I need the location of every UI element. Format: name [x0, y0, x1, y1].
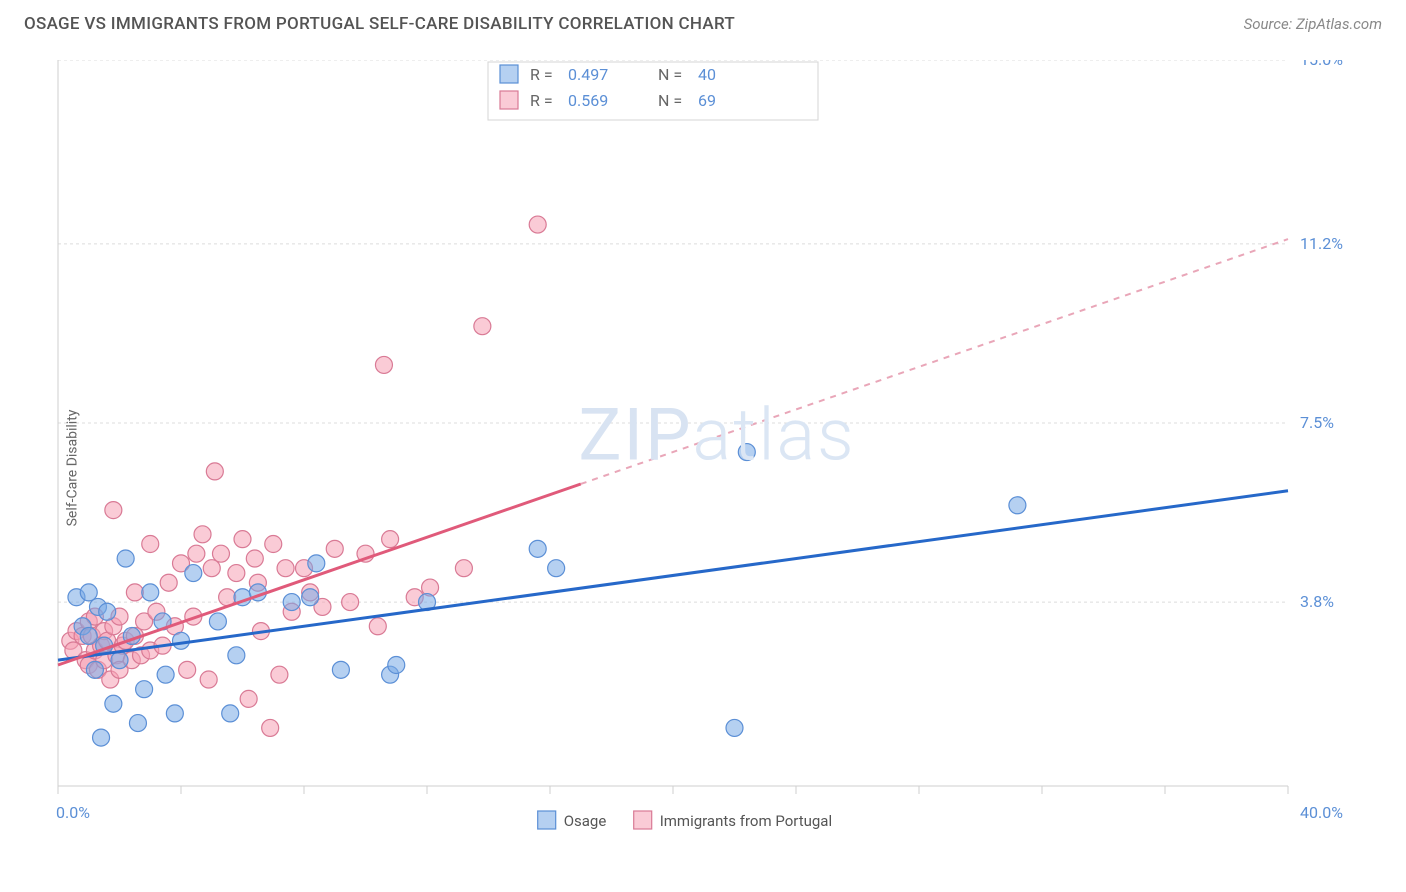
y-tick-label: 11.2% — [1300, 234, 1343, 253]
scatter-point — [188, 545, 205, 562]
scatter-point — [80, 627, 97, 644]
legend-n-label: N = — [658, 91, 682, 110]
scatter-point — [388, 657, 405, 674]
scatter-point — [228, 565, 245, 582]
x-tick-label: 40.0% — [1300, 803, 1343, 822]
scatter-point — [86, 661, 103, 678]
scatter-point — [240, 690, 257, 707]
chart-plot-wrap: Self-Care Disability ZIPatlas 3.8%7.5%11… — [48, 60, 1386, 876]
scatter-point — [105, 695, 122, 712]
y-axis-label: Self-Care Disability — [64, 410, 80, 527]
legend-n-value: 40 — [698, 65, 716, 84]
scatter-point — [246, 550, 263, 567]
scatter-point — [332, 661, 349, 678]
scatter-point — [529, 216, 546, 233]
scatter-point — [262, 719, 279, 736]
x-tick-label: 0.0% — [56, 803, 90, 822]
scatter-point — [111, 652, 128, 669]
scatter-point — [179, 661, 196, 678]
scatter-point — [222, 705, 239, 722]
scatter-point — [173, 632, 190, 649]
legend-n-value: 69 — [698, 91, 716, 110]
scatter-point — [302, 589, 319, 606]
scatter-point — [265, 536, 282, 553]
legend-n-label: N = — [658, 65, 682, 84]
scatter-point — [80, 584, 97, 601]
scatter-point — [200, 671, 217, 688]
scatter-point — [185, 565, 202, 582]
scatter-point — [203, 560, 220, 577]
scatter-point — [342, 594, 359, 611]
chart-title: OSAGE VS IMMIGRANTS FROM PORTUGAL SELF-C… — [24, 14, 735, 34]
scatter-point — [160, 574, 177, 591]
legend-r-value: 0.497 — [568, 65, 608, 84]
scatter-point — [93, 729, 110, 746]
bottom-legend-swatch — [634, 811, 652, 829]
chart-container: OSAGE VS IMMIGRANTS FROM PORTUGAL SELF-C… — [0, 0, 1406, 892]
scatter-point — [99, 603, 116, 620]
scatter-point — [194, 526, 211, 543]
legend-r-label: R = — [530, 65, 553, 84]
y-tick-label: 15.0% — [1300, 60, 1343, 69]
y-tick-label: 7.5% — [1300, 413, 1334, 432]
scatter-point — [228, 647, 245, 664]
scatter-point — [277, 560, 294, 577]
scatter-point — [375, 356, 392, 373]
trend-line — [58, 484, 581, 665]
scatter-point — [529, 540, 546, 557]
scatter-point — [117, 550, 134, 567]
scatter-point — [136, 681, 153, 698]
bottom-legend-swatch — [538, 811, 556, 829]
scatter-point — [105, 502, 122, 519]
bottom-legend-label: Immigrants from Portugal — [660, 812, 832, 830]
scatter-point — [455, 560, 472, 577]
scatter-point — [474, 318, 491, 335]
scatter-point — [1009, 497, 1026, 514]
scatter-point — [726, 719, 743, 736]
legend-swatch — [500, 65, 518, 83]
scatter-point — [234, 531, 251, 548]
scatter-point — [142, 584, 159, 601]
scatter-point — [166, 705, 183, 722]
scatter-point — [369, 618, 386, 635]
scatter-point — [209, 613, 226, 630]
legend-r-label: R = — [530, 91, 553, 110]
scatter-point — [129, 715, 146, 732]
trend-line-extrapolated — [581, 239, 1288, 484]
scatter-point — [142, 536, 159, 553]
scatter-point — [212, 545, 229, 562]
scatter-point — [157, 666, 174, 683]
scatter-point — [738, 444, 755, 461]
scatter-point — [548, 560, 565, 577]
scatter-point — [271, 666, 288, 683]
legend-r-value: 0.569 — [568, 91, 608, 110]
chart-source: Source: ZipAtlas.com — [1244, 15, 1382, 33]
scatter-point — [283, 594, 300, 611]
bottom-legend-label: Osage — [564, 812, 607, 830]
scatter-point — [126, 584, 143, 601]
scatter-point — [326, 540, 343, 557]
y-tick-label: 3.8% — [1300, 592, 1334, 611]
chart-header: OSAGE VS IMMIGRANTS FROM PORTUGAL SELF-C… — [0, 0, 1406, 44]
scatter-point — [382, 531, 399, 548]
chart-svg: 3.8% 7.5% 11.2% 15.0% 0.0% 40.0% R = 0.497 N = 40… — [48, 60, 1348, 830]
legend-swatch — [500, 91, 518, 109]
scatter-point — [206, 463, 223, 480]
scatter-point — [308, 555, 325, 572]
